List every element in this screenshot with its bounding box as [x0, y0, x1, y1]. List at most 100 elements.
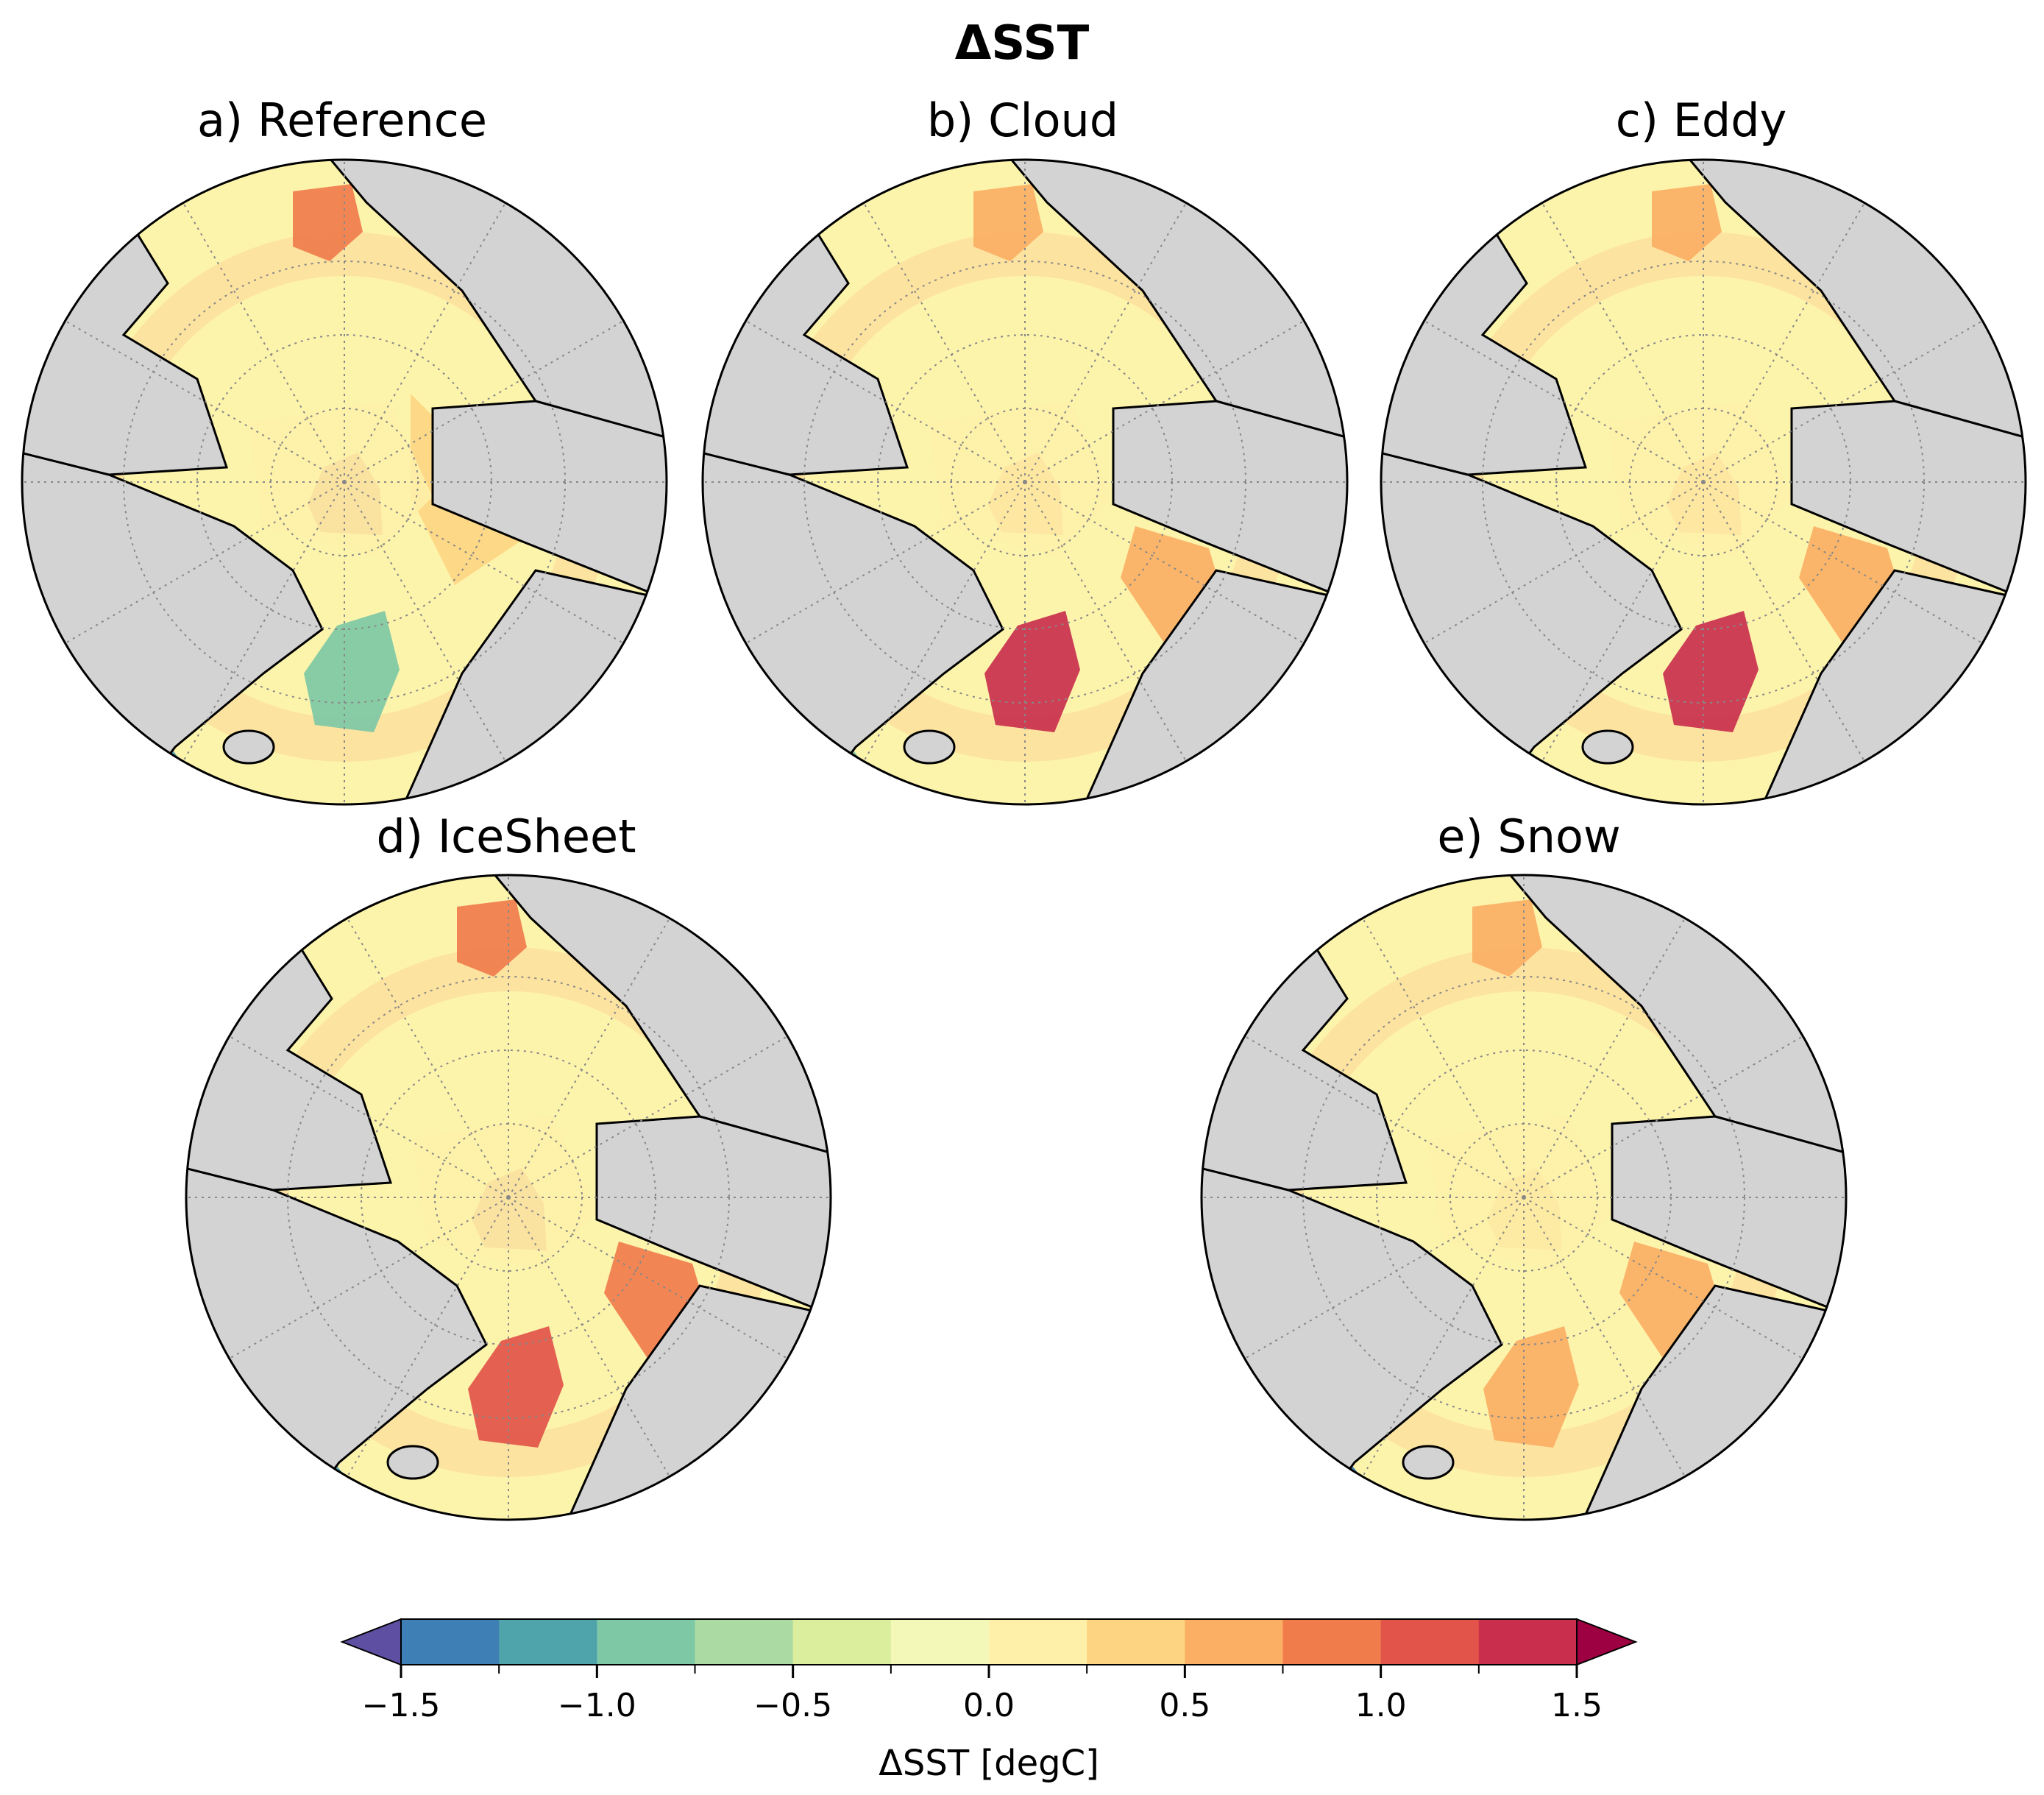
panel-title-a: a) Reference — [196, 93, 488, 147]
longitude-line — [1362, 1197, 1525, 1477]
longitude-line — [182, 202, 345, 483]
land-russia — [595, 1115, 831, 1317]
longitude-line — [1362, 918, 1525, 1198]
map-panel-eddy — [1380, 158, 2027, 806]
colorbar-bin — [695, 1619, 794, 1665]
map-panel-icesheet — [185, 874, 832, 1521]
colorbar-bin — [1087, 1619, 1185, 1665]
map-boundary — [185, 874, 832, 1521]
panel-title-c: c) Eddy — [1615, 93, 1787, 147]
longitude-line — [182, 481, 345, 762]
land-siberia — [186, 875, 831, 1155]
map-boundary — [701, 158, 1349, 806]
land-siberia — [703, 160, 1347, 439]
map-panel-snow — [1200, 874, 1848, 1521]
sst-region-nordic-seas — [468, 1326, 564, 1448]
longitude-line — [347, 1197, 509, 1477]
longitude-line — [344, 320, 624, 483]
map-boundary — [1200, 874, 1848, 1521]
map-boundary — [21, 158, 668, 806]
longitude-line — [344, 481, 506, 762]
colorbar-bin — [792, 1619, 892, 1665]
colorbar-label: ΔSST [degC] — [879, 1743, 1099, 1784]
longitude-line — [65, 320, 345, 483]
panel-title-e: e) Snow — [1437, 810, 1621, 863]
colorbar-tick-label: 1.5 — [1551, 1687, 1603, 1724]
colorbar-tick-label: 0.0 — [963, 1687, 1015, 1724]
map-boundary — [1380, 158, 2027, 806]
colorbar-extend-over — [1576, 1618, 1638, 1666]
land-iceland — [903, 729, 956, 765]
longitude-line — [745, 481, 1026, 644]
colorbar-bin — [401, 1619, 500, 1665]
panel-title-b: b) Cloud — [926, 93, 1119, 147]
longitude-line — [1424, 320, 1704, 483]
land-iceland — [222, 729, 275, 765]
sst-region-central-arctic — [413, 1116, 597, 1271]
map-content — [1202, 875, 1846, 1520]
colorbar-tick-label: 0.5 — [1159, 1687, 1210, 1724]
longitude-line — [745, 320, 1026, 483]
longitude-line — [508, 1197, 670, 1477]
colorbar-bin — [1185, 1619, 1283, 1665]
sst-region-central-arctic — [1608, 401, 1792, 556]
longitude-line — [863, 481, 1026, 762]
longitude-line — [1541, 481, 1704, 762]
longitude-line — [344, 202, 506, 483]
longitude-line — [1244, 1197, 1525, 1359]
sst-region-bering-strait — [1652, 184, 1722, 261]
figure-title: ΔSST — [954, 16, 1090, 71]
colorbar-bin — [499, 1619, 597, 1665]
colorbar-tick-label: −1.0 — [558, 1687, 636, 1724]
colorbar-bin — [597, 1619, 695, 1665]
longitude-line — [229, 1035, 509, 1198]
land-iceland — [1581, 729, 1634, 765]
longitude-line — [508, 918, 670, 1198]
land-siberia — [1202, 875, 1846, 1155]
sst-region-central-arctic — [1428, 1116, 1612, 1271]
colorbar-tick-label: 1.0 — [1355, 1687, 1407, 1724]
land-siberia — [22, 160, 667, 439]
sst-region-nordic-seas — [304, 611, 400, 732]
longitude-line — [1024, 202, 1187, 483]
longitude-line — [229, 1197, 509, 1359]
sst-region-central-arctic — [929, 401, 1113, 556]
longitude-line — [344, 481, 624, 644]
colorbar-bin — [1282, 1619, 1382, 1665]
longitude-line — [1523, 1197, 1686, 1477]
land-siberia — [1381, 160, 2026, 439]
map-content — [186, 875, 831, 1520]
longitude-line — [347, 918, 509, 1198]
longitude-line — [1523, 918, 1686, 1198]
longitude-line — [1024, 320, 1305, 483]
sst-region-nordic-seas — [1483, 1326, 1579, 1448]
longitude-line — [863, 202, 1026, 483]
sst-region-bering-strait — [973, 184, 1043, 261]
longitude-line — [1024, 481, 1305, 644]
land-russia — [431, 400, 667, 602]
land-russia — [1611, 1115, 1846, 1317]
land-iceland — [1402, 1445, 1455, 1480]
longitude-line — [508, 1197, 788, 1359]
longitude-line — [508, 1035, 788, 1198]
longitude-line — [1244, 1035, 1525, 1198]
longitude-line — [1703, 481, 1865, 762]
land-russia — [1112, 400, 1347, 602]
land-iceland — [386, 1445, 439, 1480]
sst-region-nordic-seas — [984, 611, 1080, 732]
longitude-line — [1703, 202, 1865, 483]
colorbar-bin — [1380, 1619, 1480, 1665]
land-russia — [1790, 400, 2026, 602]
longitude-line — [1024, 481, 1187, 762]
colorbar-bin — [989, 1619, 1087, 1665]
sst-region-central-arctic — [249, 401, 433, 556]
sst-region-bering-strait — [293, 184, 363, 261]
colorbar-tick-label: −1.5 — [362, 1687, 441, 1724]
longitude-line — [65, 481, 345, 644]
colorbar-extend-under — [340, 1618, 402, 1666]
sst-region-bering-strait — [457, 899, 527, 977]
colorbar-bin — [1478, 1619, 1578, 1665]
map-panel-cloud — [701, 158, 1349, 806]
colorbar-bin — [890, 1619, 990, 1665]
